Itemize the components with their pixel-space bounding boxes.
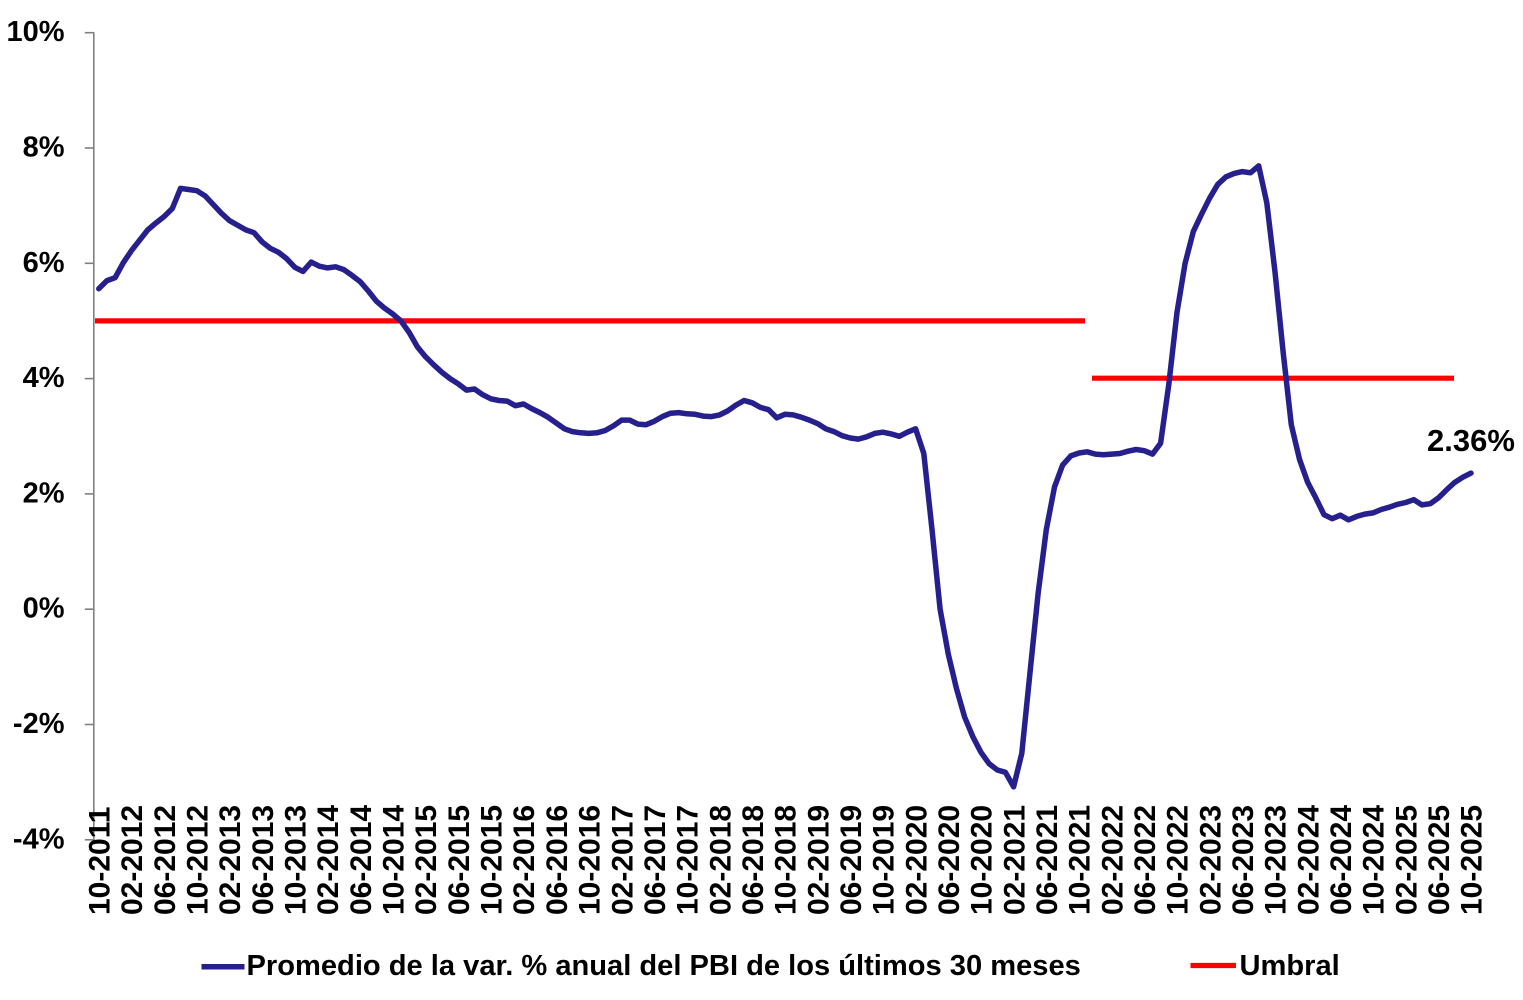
svg-text:10-2014: 10-2014 [378,805,411,915]
svg-text:02-2022: 02-2022 [1096,805,1129,915]
svg-text:06-2021: 06-2021 [1031,805,1064,915]
svg-text:10-2017: 10-2017 [672,805,705,915]
svg-text:06-2012: 06-2012 [149,805,182,915]
svg-text:02-2016: 02-2016 [508,805,541,915]
svg-text:06-2019: 06-2019 [835,805,868,915]
svg-text:06-2013: 06-2013 [247,805,280,915]
svg-text:0%: 0% [23,593,65,625]
svg-text:10-2016: 10-2016 [574,805,607,915]
svg-text:06-2018: 06-2018 [737,805,770,915]
svg-text:02-2021: 02-2021 [998,805,1031,915]
svg-text:10-2015: 10-2015 [476,805,509,915]
svg-text:06-2025: 06-2025 [1423,805,1456,915]
svg-text:10-2019: 10-2019 [868,805,901,915]
svg-text:Promedio de la var. % anual de: Promedio de la var. % anual del PBI de l… [247,950,1081,982]
svg-text:02-2024: 02-2024 [1292,805,1325,915]
svg-text:06-2022: 06-2022 [1129,805,1162,915]
svg-text:02-2014: 02-2014 [312,805,345,915]
svg-text:10-2021: 10-2021 [1064,805,1097,915]
svg-text:10-2025: 10-2025 [1456,805,1489,915]
svg-text:06-2016: 06-2016 [541,805,574,915]
svg-text:02-2020: 02-2020 [900,805,933,915]
svg-text:06-2014: 06-2014 [345,805,378,915]
svg-text:10-2020: 10-2020 [966,805,999,915]
svg-text:2.36%: 2.36% [1427,423,1515,458]
svg-text:02-2025: 02-2025 [1390,805,1423,915]
svg-text:10-2022: 10-2022 [1162,805,1195,915]
svg-text:10-2012: 10-2012 [182,805,215,915]
svg-text:10%: 10% [6,16,64,48]
svg-text:4%: 4% [23,362,65,394]
svg-text:02-2012: 02-2012 [116,805,149,915]
svg-text:06-2017: 06-2017 [639,805,672,915]
svg-text:8%: 8% [23,132,65,164]
svg-text:02-2013: 02-2013 [214,805,247,915]
svg-text:02-2023: 02-2023 [1194,805,1227,915]
svg-text:-2%: -2% [13,708,65,740]
svg-text:02-2018: 02-2018 [704,805,737,915]
svg-text:10-2011: 10-2011 [84,807,117,915]
svg-text:10-2024: 10-2024 [1358,805,1391,915]
svg-text:2%: 2% [23,477,65,509]
svg-text:10-2023: 10-2023 [1260,805,1293,915]
svg-text:-4%: -4% [13,823,65,855]
svg-text:02-2017: 02-2017 [606,805,639,915]
svg-text:Umbral: Umbral [1240,950,1340,982]
svg-text:10-2018: 10-2018 [770,805,803,915]
svg-text:6%: 6% [23,247,65,279]
svg-text:06-2024: 06-2024 [1325,805,1358,915]
svg-text:06-2023: 06-2023 [1227,805,1260,915]
svg-text:06-2020: 06-2020 [933,805,966,915]
svg-text:02-2015: 02-2015 [410,805,443,915]
svg-text:02-2019: 02-2019 [802,805,835,915]
svg-text:06-2015: 06-2015 [443,805,476,915]
svg-text:10-2013: 10-2013 [280,805,313,915]
